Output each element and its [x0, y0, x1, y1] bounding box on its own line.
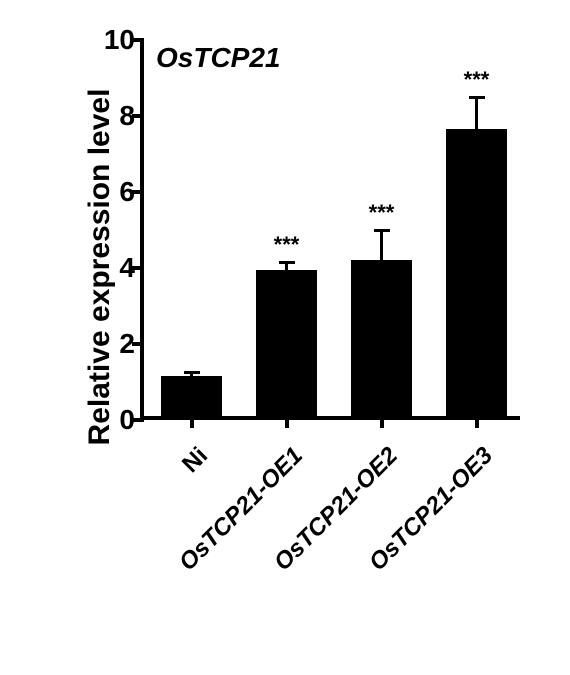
y-tick-label: 0 [119, 404, 135, 436]
error-bar [475, 97, 478, 133]
significance-label: *** [274, 232, 300, 258]
error-bar-cap [469, 96, 485, 99]
error-bar [285, 262, 288, 273]
bar [446, 129, 508, 416]
y-tick-label: 8 [119, 100, 135, 132]
y-tick-label: 6 [119, 176, 135, 208]
bar-chart: Relative expression level OsTCP21 ******… [90, 30, 530, 450]
y-axis-label: Relative expression level [83, 89, 117, 446]
bar [256, 270, 318, 416]
error-bar [380, 230, 383, 264]
bar [161, 376, 223, 416]
x-tick [190, 416, 194, 428]
plot-area: OsTCP21 *** *** *** [140, 40, 520, 420]
y-tick-label: 2 [119, 328, 135, 360]
error-bar-cap [374, 229, 390, 232]
error-bar-cap [279, 261, 295, 264]
x-tick [380, 416, 384, 428]
error-bar-cap [184, 371, 200, 374]
y-tick-label: 4 [119, 252, 135, 284]
y-tick-label: 10 [104, 24, 135, 56]
chart-title: OsTCP21 [156, 42, 281, 74]
significance-label: *** [369, 200, 395, 226]
bar [351, 260, 413, 416]
x-tick [475, 416, 479, 428]
significance-label: *** [464, 67, 490, 93]
x-tick [285, 416, 289, 428]
